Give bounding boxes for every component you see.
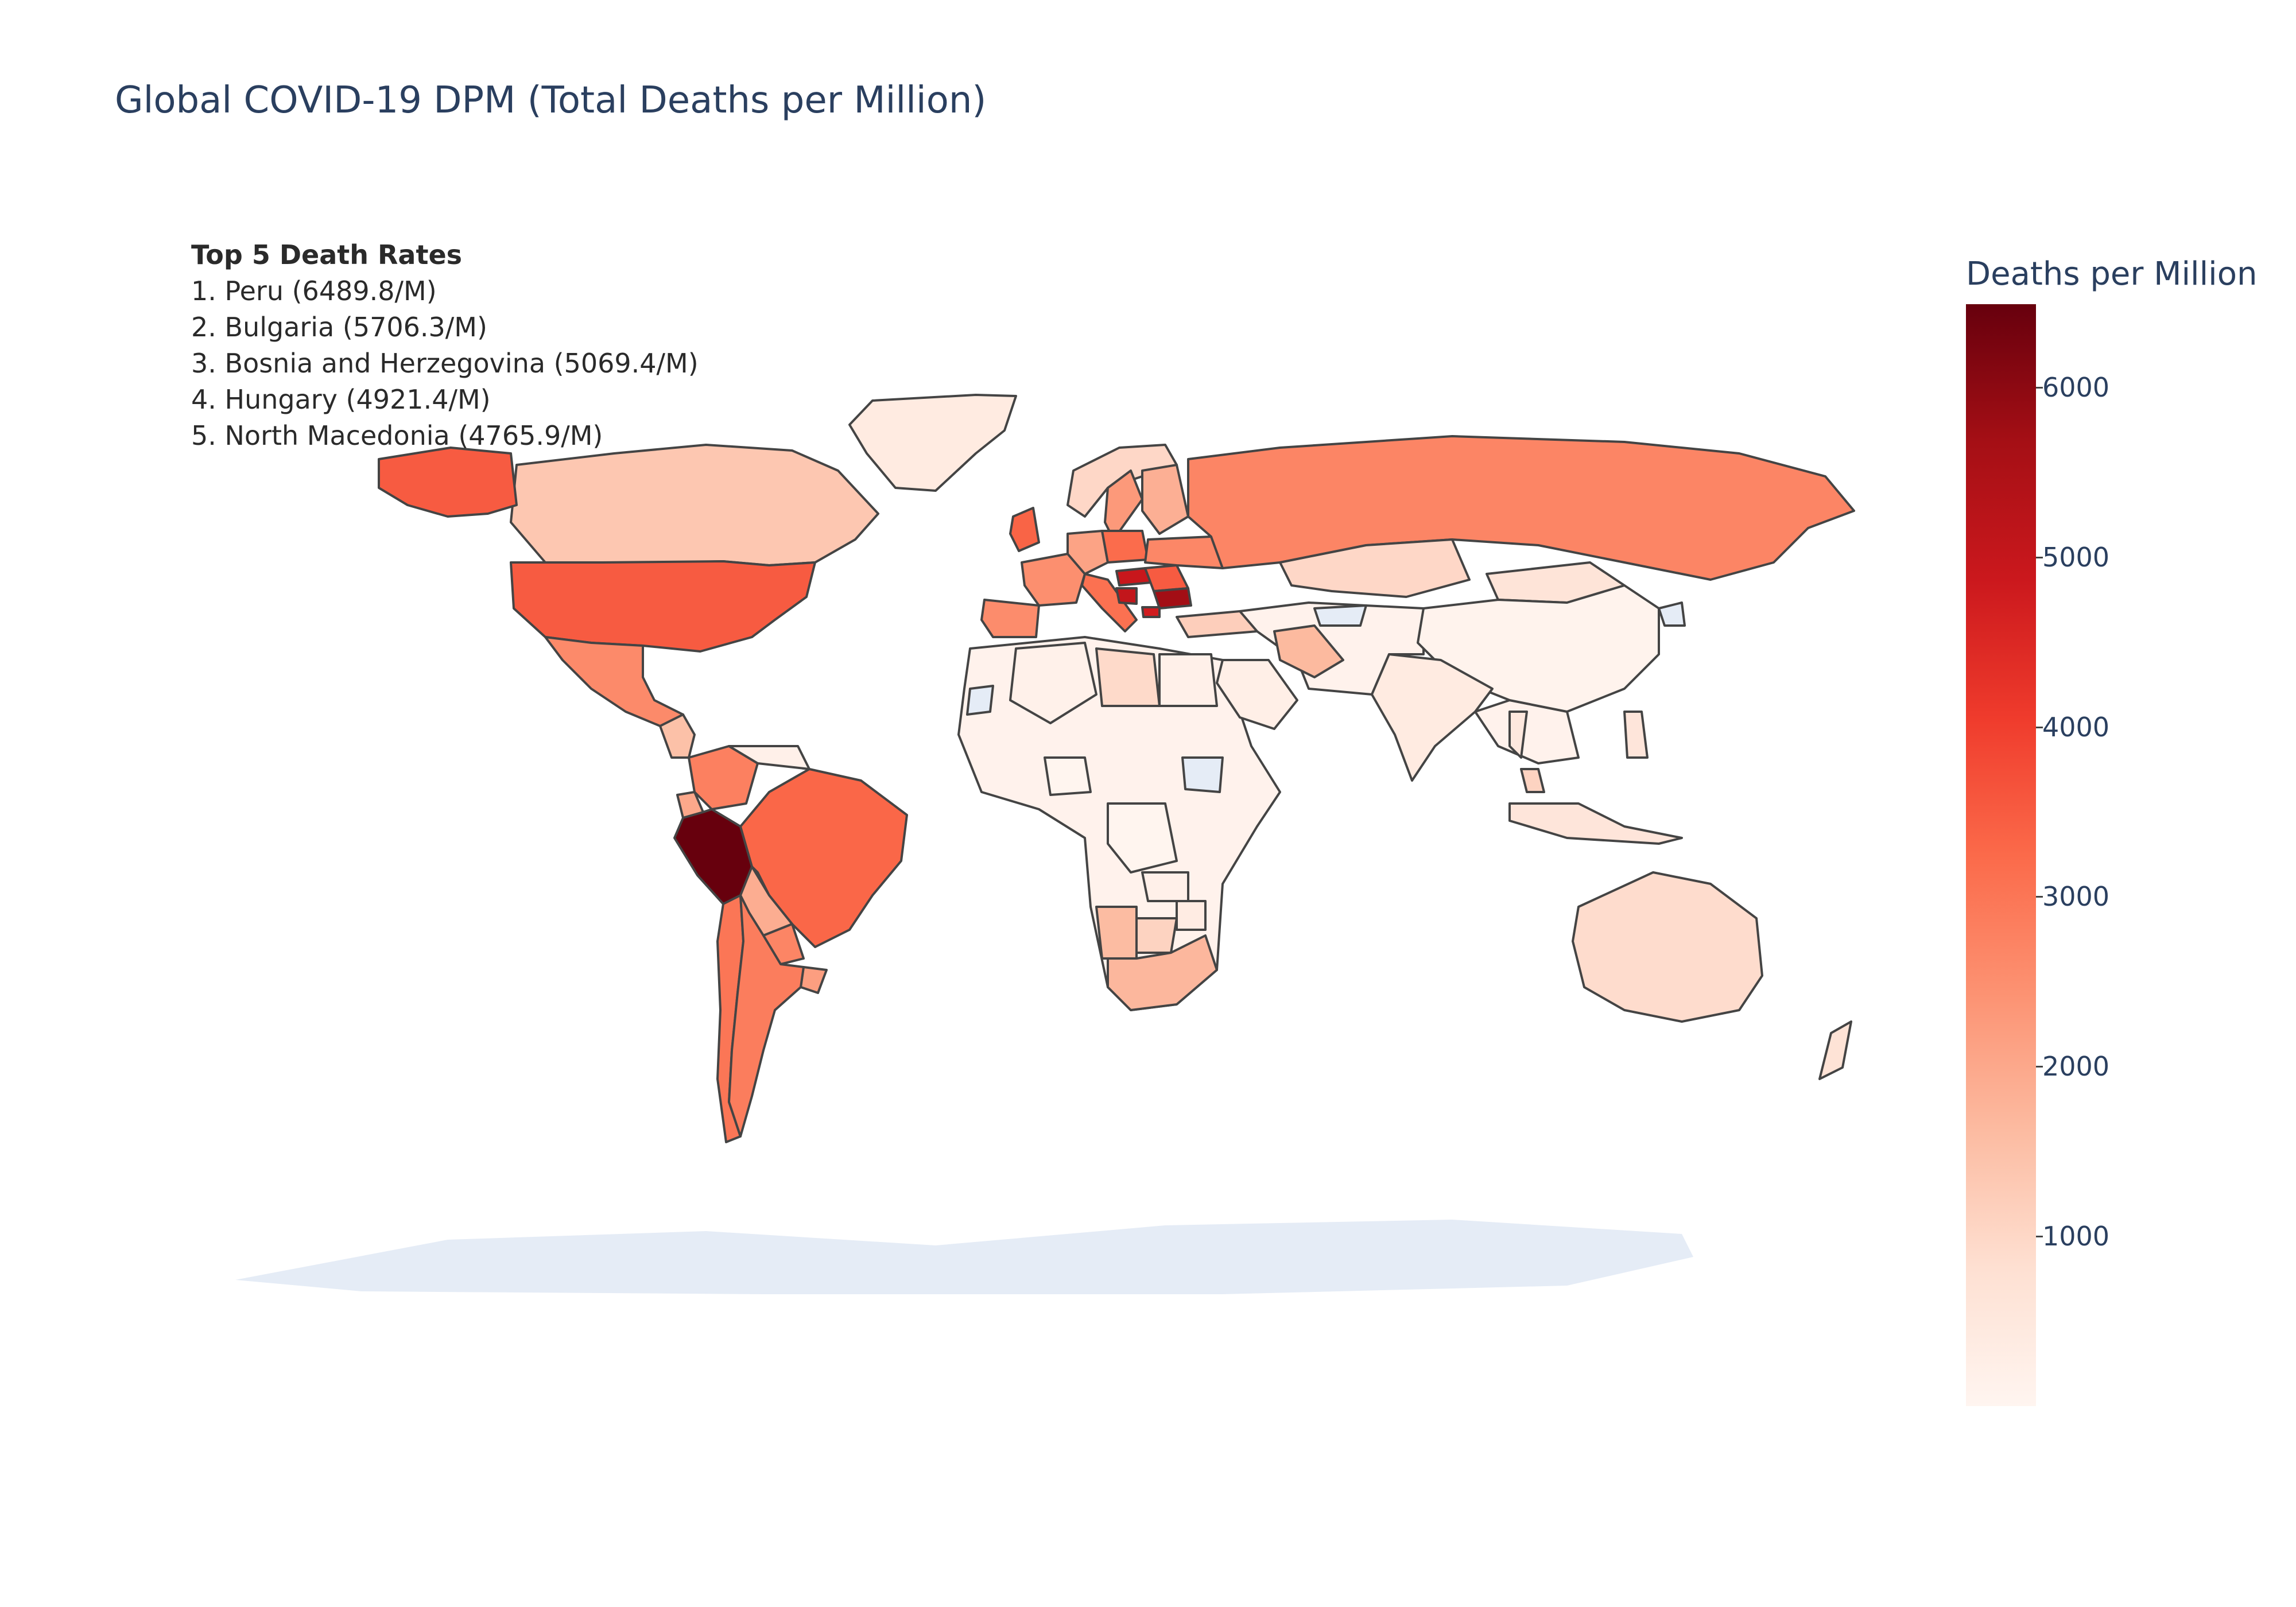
country-saudi-arabia[interactable] xyxy=(1216,659,1298,730)
country-turkey[interactable] xyxy=(1176,610,1258,638)
country-democratic-republic-of-the-congo[interactable] xyxy=(1107,802,1178,874)
annotation-line: 2. Bulgaria (5706.3/M) xyxy=(191,312,487,343)
colorbar-tick-label: 6000 xyxy=(2042,371,2110,403)
country-poland[interactable] xyxy=(1101,530,1149,564)
country-botswana[interactable] xyxy=(1135,917,1178,954)
country-india[interactable] xyxy=(1371,653,1494,782)
top-five-annotation: Top 5 Death Rates 1. Peru (6489.8/M) 2. … xyxy=(191,237,699,454)
country-namibia[interactable] xyxy=(1095,906,1138,960)
country-libya[interactable] xyxy=(1095,647,1161,707)
country-nigeria[interactable] xyxy=(1044,756,1092,796)
country-zimbabwe[interactable] xyxy=(1176,900,1207,931)
country-canada[interactable] xyxy=(510,444,879,566)
colorbar-title: Deaths per Million xyxy=(1966,255,2258,293)
annotation-line: 4. Hungary (4921.4/M) xyxy=(191,384,491,415)
country-italy[interactable] xyxy=(1081,573,1138,632)
country-alaska[interactable] xyxy=(378,447,518,518)
colorbar-tick-label: 4000 xyxy=(2042,711,2110,743)
chart-title: Global COVID-19 DPM (Total Deaths per Mi… xyxy=(115,79,987,122)
colorbar-tick xyxy=(2036,1236,2043,1238)
colorbar-tick-label: 1000 xyxy=(2042,1221,2110,1252)
country-south-africa[interactable] xyxy=(1107,934,1218,1011)
annotation-heading: Top 5 Death Rates xyxy=(191,239,463,270)
country-finland[interactable] xyxy=(1141,464,1189,535)
country-mexico[interactable] xyxy=(544,636,684,727)
annotation-line: 1. Peru (6489.8/M) xyxy=(191,275,437,306)
colorbar-tick xyxy=(2036,386,2043,389)
country-sweden[interactable] xyxy=(1104,469,1143,541)
country-united-kingdom[interactable] xyxy=(1009,507,1040,552)
country-ukraine[interactable] xyxy=(1144,535,1224,569)
colorbar xyxy=(1966,304,2036,1406)
colorbar-tick xyxy=(2036,726,2043,728)
country-south-sudan[interactable] xyxy=(1181,756,1224,793)
country-new-zealand[interactable] xyxy=(1818,1020,1852,1080)
country-greenland[interactable] xyxy=(848,394,1017,492)
country-north-korea[interactable] xyxy=(1658,601,1686,627)
country-russia[interactable] xyxy=(1187,435,1855,581)
country-argentina[interactable] xyxy=(728,894,805,1138)
country-peru[interactable] xyxy=(673,808,753,905)
country-algeria[interactable] xyxy=(1009,642,1097,724)
country-brazil[interactable] xyxy=(739,768,908,948)
country-romania[interactable] xyxy=(1144,564,1189,592)
country-antarctica[interactable] xyxy=(235,1220,1693,1294)
country-spain[interactable] xyxy=(980,599,1040,638)
country-indonesia[interactable] xyxy=(1508,802,1683,845)
country-western-sahara[interactable] xyxy=(966,685,994,716)
country-north-macedonia[interactable] xyxy=(1141,606,1161,618)
annotation-line: 3. Bosnia and Herzegovina (5069.4/M) xyxy=(191,348,699,379)
country-central-america[interactable] xyxy=(659,713,696,759)
colorbar-tick-label: 3000 xyxy=(2042,881,2110,913)
colorbar-tick xyxy=(2036,556,2043,558)
colorbar-tick-label: 5000 xyxy=(2042,541,2110,573)
country-kazakhstan[interactable] xyxy=(1279,538,1471,598)
country-uruguay[interactable] xyxy=(800,966,828,994)
country-bosnia-and-herzegovina[interactable] xyxy=(1115,587,1138,605)
country-turkmenistan[interactable] xyxy=(1313,604,1367,627)
country-egypt[interactable] xyxy=(1158,653,1218,707)
annotation-line: 5. North Macedonia (4765.9/M) xyxy=(191,420,603,451)
country-philippines[interactable] xyxy=(1623,711,1649,759)
colorbar-tick-label: 2000 xyxy=(2042,1051,2110,1082)
country-malaysia[interactable] xyxy=(1520,768,1545,793)
colorbar-tick xyxy=(2036,896,2043,898)
country-layer xyxy=(235,394,1855,1294)
country-thailand[interactable] xyxy=(1508,711,1528,759)
country-australia[interactable] xyxy=(1572,871,1763,1023)
country-iran[interactable] xyxy=(1273,624,1344,678)
country-bulgaria[interactable] xyxy=(1153,587,1192,610)
colorbar-tick xyxy=(2036,1066,2043,1068)
country-zambia[interactable] xyxy=(1141,871,1189,902)
country-germany[interactable] xyxy=(1066,530,1109,575)
world-choropleth-map[interactable] xyxy=(189,390,1883,1309)
